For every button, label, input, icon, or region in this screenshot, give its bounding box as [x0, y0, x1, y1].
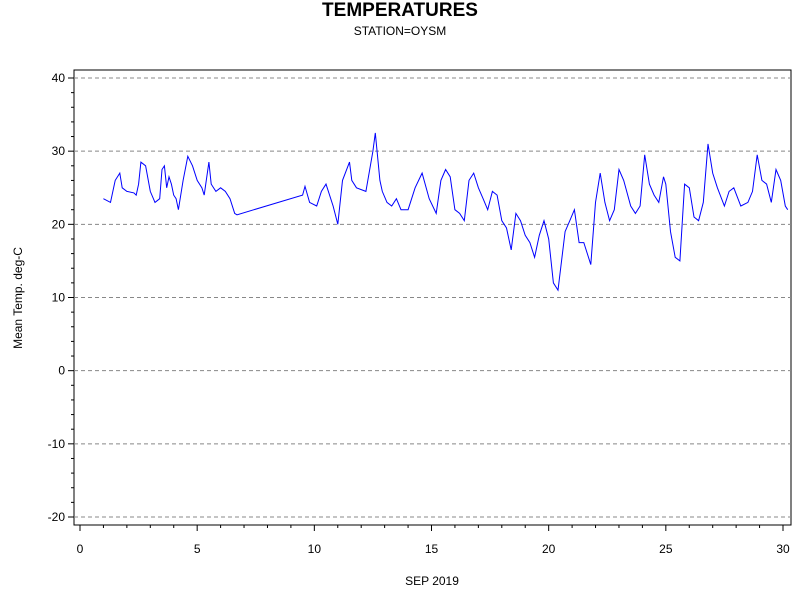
series-line [103, 132, 789, 292]
y-tick-label: -20 [48, 510, 66, 524]
x-tick-label: 30 [776, 542, 790, 556]
x-tick-label: 5 [194, 542, 201, 556]
y-tick-label: -10 [48, 437, 66, 451]
chart-title: TEMPERATURES [322, 0, 478, 21]
x-tick-label: 20 [542, 542, 556, 556]
x-tick-label: 25 [659, 542, 673, 556]
x-tick-label: 15 [425, 542, 439, 556]
y-axis-label: Mean Temp. deg-C [11, 247, 25, 349]
y-tick-label: 0 [58, 364, 65, 378]
y-axis: -20 -10 0 10 20 30 40 [48, 71, 74, 524]
chart-subtitle: STATION=OYSM [353, 24, 447, 38]
x-tick-label: 10 [308, 542, 322, 556]
y-tick-label: 10 [52, 291, 66, 305]
y-tick-label: 30 [52, 144, 66, 158]
y-tick-label: 20 [52, 217, 66, 231]
y-tick-label: 40 [52, 71, 66, 85]
x-axis-label: SEP 2019 [405, 574, 459, 588]
gridlines [74, 77, 791, 518]
x-axis: 0 5 10 15 20 25 30 [77, 525, 790, 556]
x-tick-label: 0 [77, 542, 84, 556]
